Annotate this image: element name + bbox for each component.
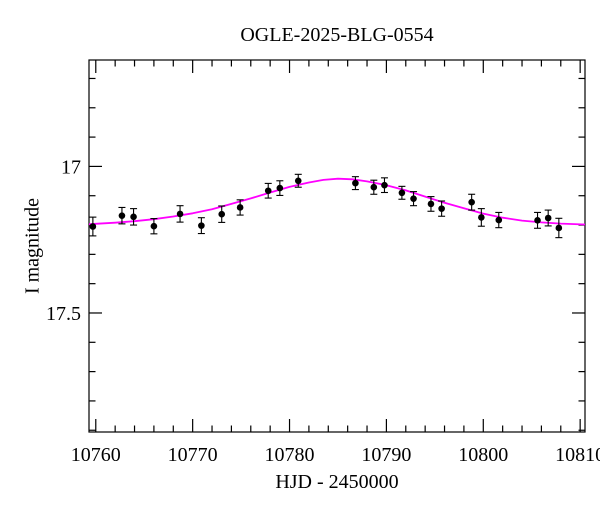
data-point-marker xyxy=(495,216,503,224)
data-point-marker xyxy=(555,224,563,232)
data-point-marker xyxy=(398,189,406,197)
data-point xyxy=(544,209,552,227)
x-axis-ticks xyxy=(95,60,581,432)
x-tick-labels: 10760 10770 10780 10790 10800 10810 xyxy=(71,444,600,466)
data-point-marker xyxy=(89,223,97,230)
data-point xyxy=(218,205,226,223)
data-point-marker xyxy=(534,217,541,224)
data-point xyxy=(89,216,97,237)
data-point xyxy=(427,196,435,212)
model-curve xyxy=(89,177,585,226)
data-point xyxy=(236,199,244,216)
data-point-marker xyxy=(370,183,378,191)
data-point xyxy=(468,193,476,211)
data-point-marker xyxy=(410,195,417,202)
x-tick-label: 10790 xyxy=(361,444,411,466)
plot-box xyxy=(88,59,586,433)
data-point xyxy=(534,211,542,229)
data-point-marker xyxy=(468,198,475,206)
data-point-marker xyxy=(218,210,226,218)
data-point-marker xyxy=(198,222,205,229)
x-tick-label: 10810 xyxy=(555,444,600,466)
data-point-marker xyxy=(150,222,158,230)
data-point-marker xyxy=(236,204,244,211)
data-point xyxy=(176,205,184,223)
data-point xyxy=(118,206,126,225)
data-point-marker xyxy=(118,212,126,219)
x-tick-label: 10800 xyxy=(458,444,508,466)
data-point xyxy=(495,211,503,229)
y-tick-label: 17.5 xyxy=(46,303,81,325)
data-point xyxy=(477,208,485,227)
data-point-marker xyxy=(176,210,184,218)
data-point-marker xyxy=(276,184,284,192)
data-point xyxy=(380,177,388,194)
data-point xyxy=(197,217,205,235)
data-point-marker xyxy=(264,187,272,195)
y-tick-label: 17 xyxy=(61,156,81,178)
x-tick-label: 10770 xyxy=(168,444,218,466)
data-point xyxy=(555,217,563,239)
data-point-marker xyxy=(294,177,302,185)
data-point xyxy=(410,191,418,207)
data-point-marker xyxy=(352,179,359,187)
y-tick-labels: 17 17.5 xyxy=(46,156,81,325)
data-points xyxy=(89,173,563,239)
axes xyxy=(88,59,586,433)
data-point-marker xyxy=(381,181,388,189)
x-tick-label: 10780 xyxy=(265,444,315,466)
data-point-marker xyxy=(478,214,485,221)
y-axis-ticks xyxy=(89,77,585,431)
x-axis-title: HJD - 2450000 xyxy=(275,471,399,493)
data-point xyxy=(150,218,158,235)
data-point-marker xyxy=(438,205,445,212)
chart-title: OGLE-2025-BLG-0554 xyxy=(240,24,434,46)
data-point xyxy=(264,182,272,199)
data-point-marker xyxy=(544,214,552,222)
data-point xyxy=(351,176,359,191)
data-point-marker xyxy=(427,200,435,208)
data-point xyxy=(398,185,406,200)
data-point xyxy=(438,200,446,217)
data-point xyxy=(276,180,284,196)
data-point xyxy=(130,208,138,226)
data-point xyxy=(370,179,378,195)
data-point-marker xyxy=(130,213,137,221)
data-point xyxy=(294,173,302,188)
x-tick-label: 10760 xyxy=(71,444,121,466)
